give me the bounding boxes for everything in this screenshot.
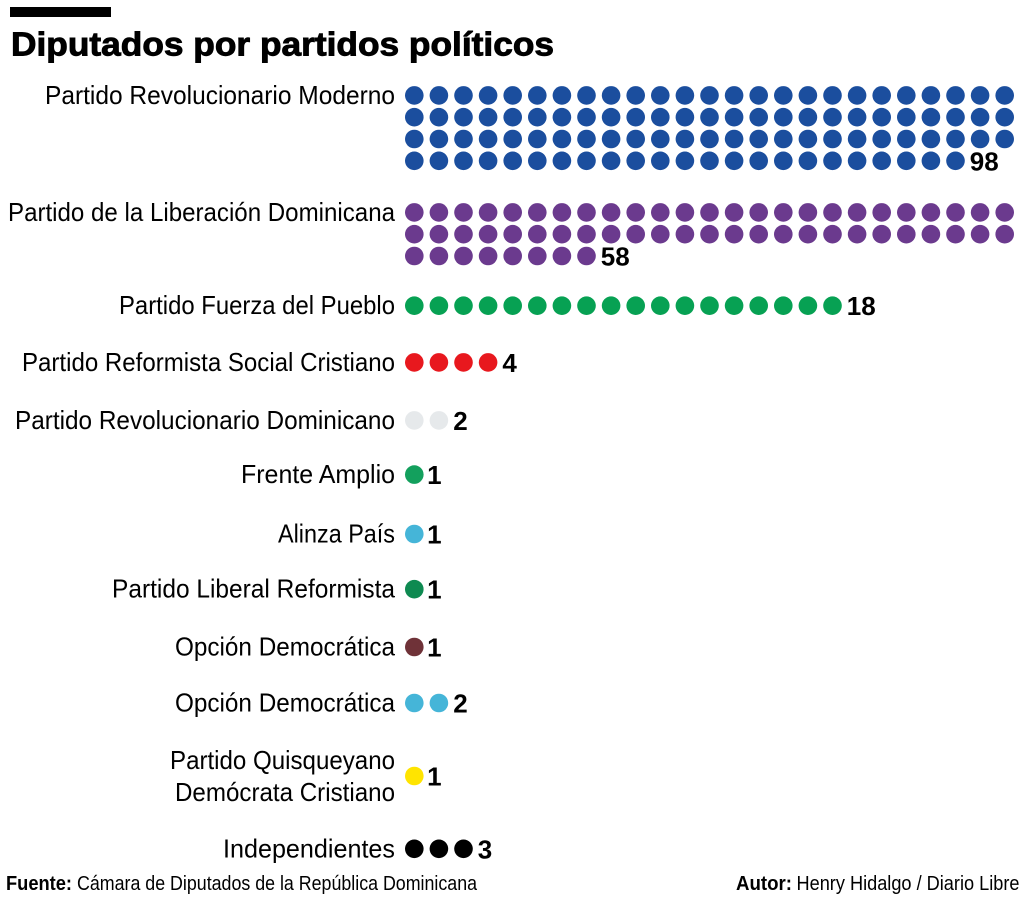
svg-text:Autor:: Autor: <box>736 873 792 895</box>
svg-text:Partido Liberal Reformista: Partido Liberal Reformista <box>112 574 396 604</box>
svg-text:4: 4 <box>502 348 517 378</box>
svg-text:1: 1 <box>427 762 441 792</box>
svg-text:Partido Reformista Social Cris: Partido Reformista Social Cristiano <box>22 347 395 377</box>
svg-text:3: 3 <box>478 834 492 864</box>
svg-text:Partido Revolucionario Moderno: Partido Revolucionario Moderno <box>45 80 395 110</box>
svg-text:Opción Democrática: Opción Democrática <box>175 688 395 718</box>
svg-text:Partido Quisqueyano: Partido Quisqueyano <box>170 745 395 775</box>
svg-text:98: 98 <box>970 146 999 176</box>
svg-text:1: 1 <box>427 633 441 663</box>
svg-text:Henry Hidalgo / Diario Libre: Henry Hidalgo / Diario Libre <box>797 873 1020 895</box>
svg-text:1: 1 <box>427 460 441 490</box>
svg-text:Partido Fuerza del Pueblo: Partido Fuerza del Pueblo <box>119 290 395 320</box>
svg-text:Frente Amplio: Frente Amplio <box>241 459 395 489</box>
svg-text:Demócrata Cristiano: Demócrata Cristiano <box>175 777 395 807</box>
svg-text:Diputados por partidos polític: Diputados por partidos políticos <box>11 26 554 63</box>
svg-text:18: 18 <box>847 291 876 321</box>
svg-text:1: 1 <box>427 575 441 605</box>
svg-text:Cámara de Diputados de la Repú: Cámara de Diputados de la República Domi… <box>77 873 478 895</box>
svg-text:Fuente:: Fuente: <box>6 873 72 895</box>
svg-text:Opción Democrática: Opción Democrática <box>175 632 395 662</box>
svg-text:Partido Revolucionario Dominic: Partido Revolucionario Dominicano <box>15 405 395 435</box>
svg-text:2: 2 <box>453 689 467 719</box>
svg-text:Independientes: Independientes <box>223 833 395 863</box>
svg-text:58: 58 <box>601 242 630 272</box>
svg-text:Partido de la Liberación Domin: Partido de la Liberación Dominicana <box>8 197 395 227</box>
svg-text:2: 2 <box>453 406 467 436</box>
svg-text:1: 1 <box>427 520 441 550</box>
svg-text:Alinza País: Alinza País <box>278 519 395 549</box>
